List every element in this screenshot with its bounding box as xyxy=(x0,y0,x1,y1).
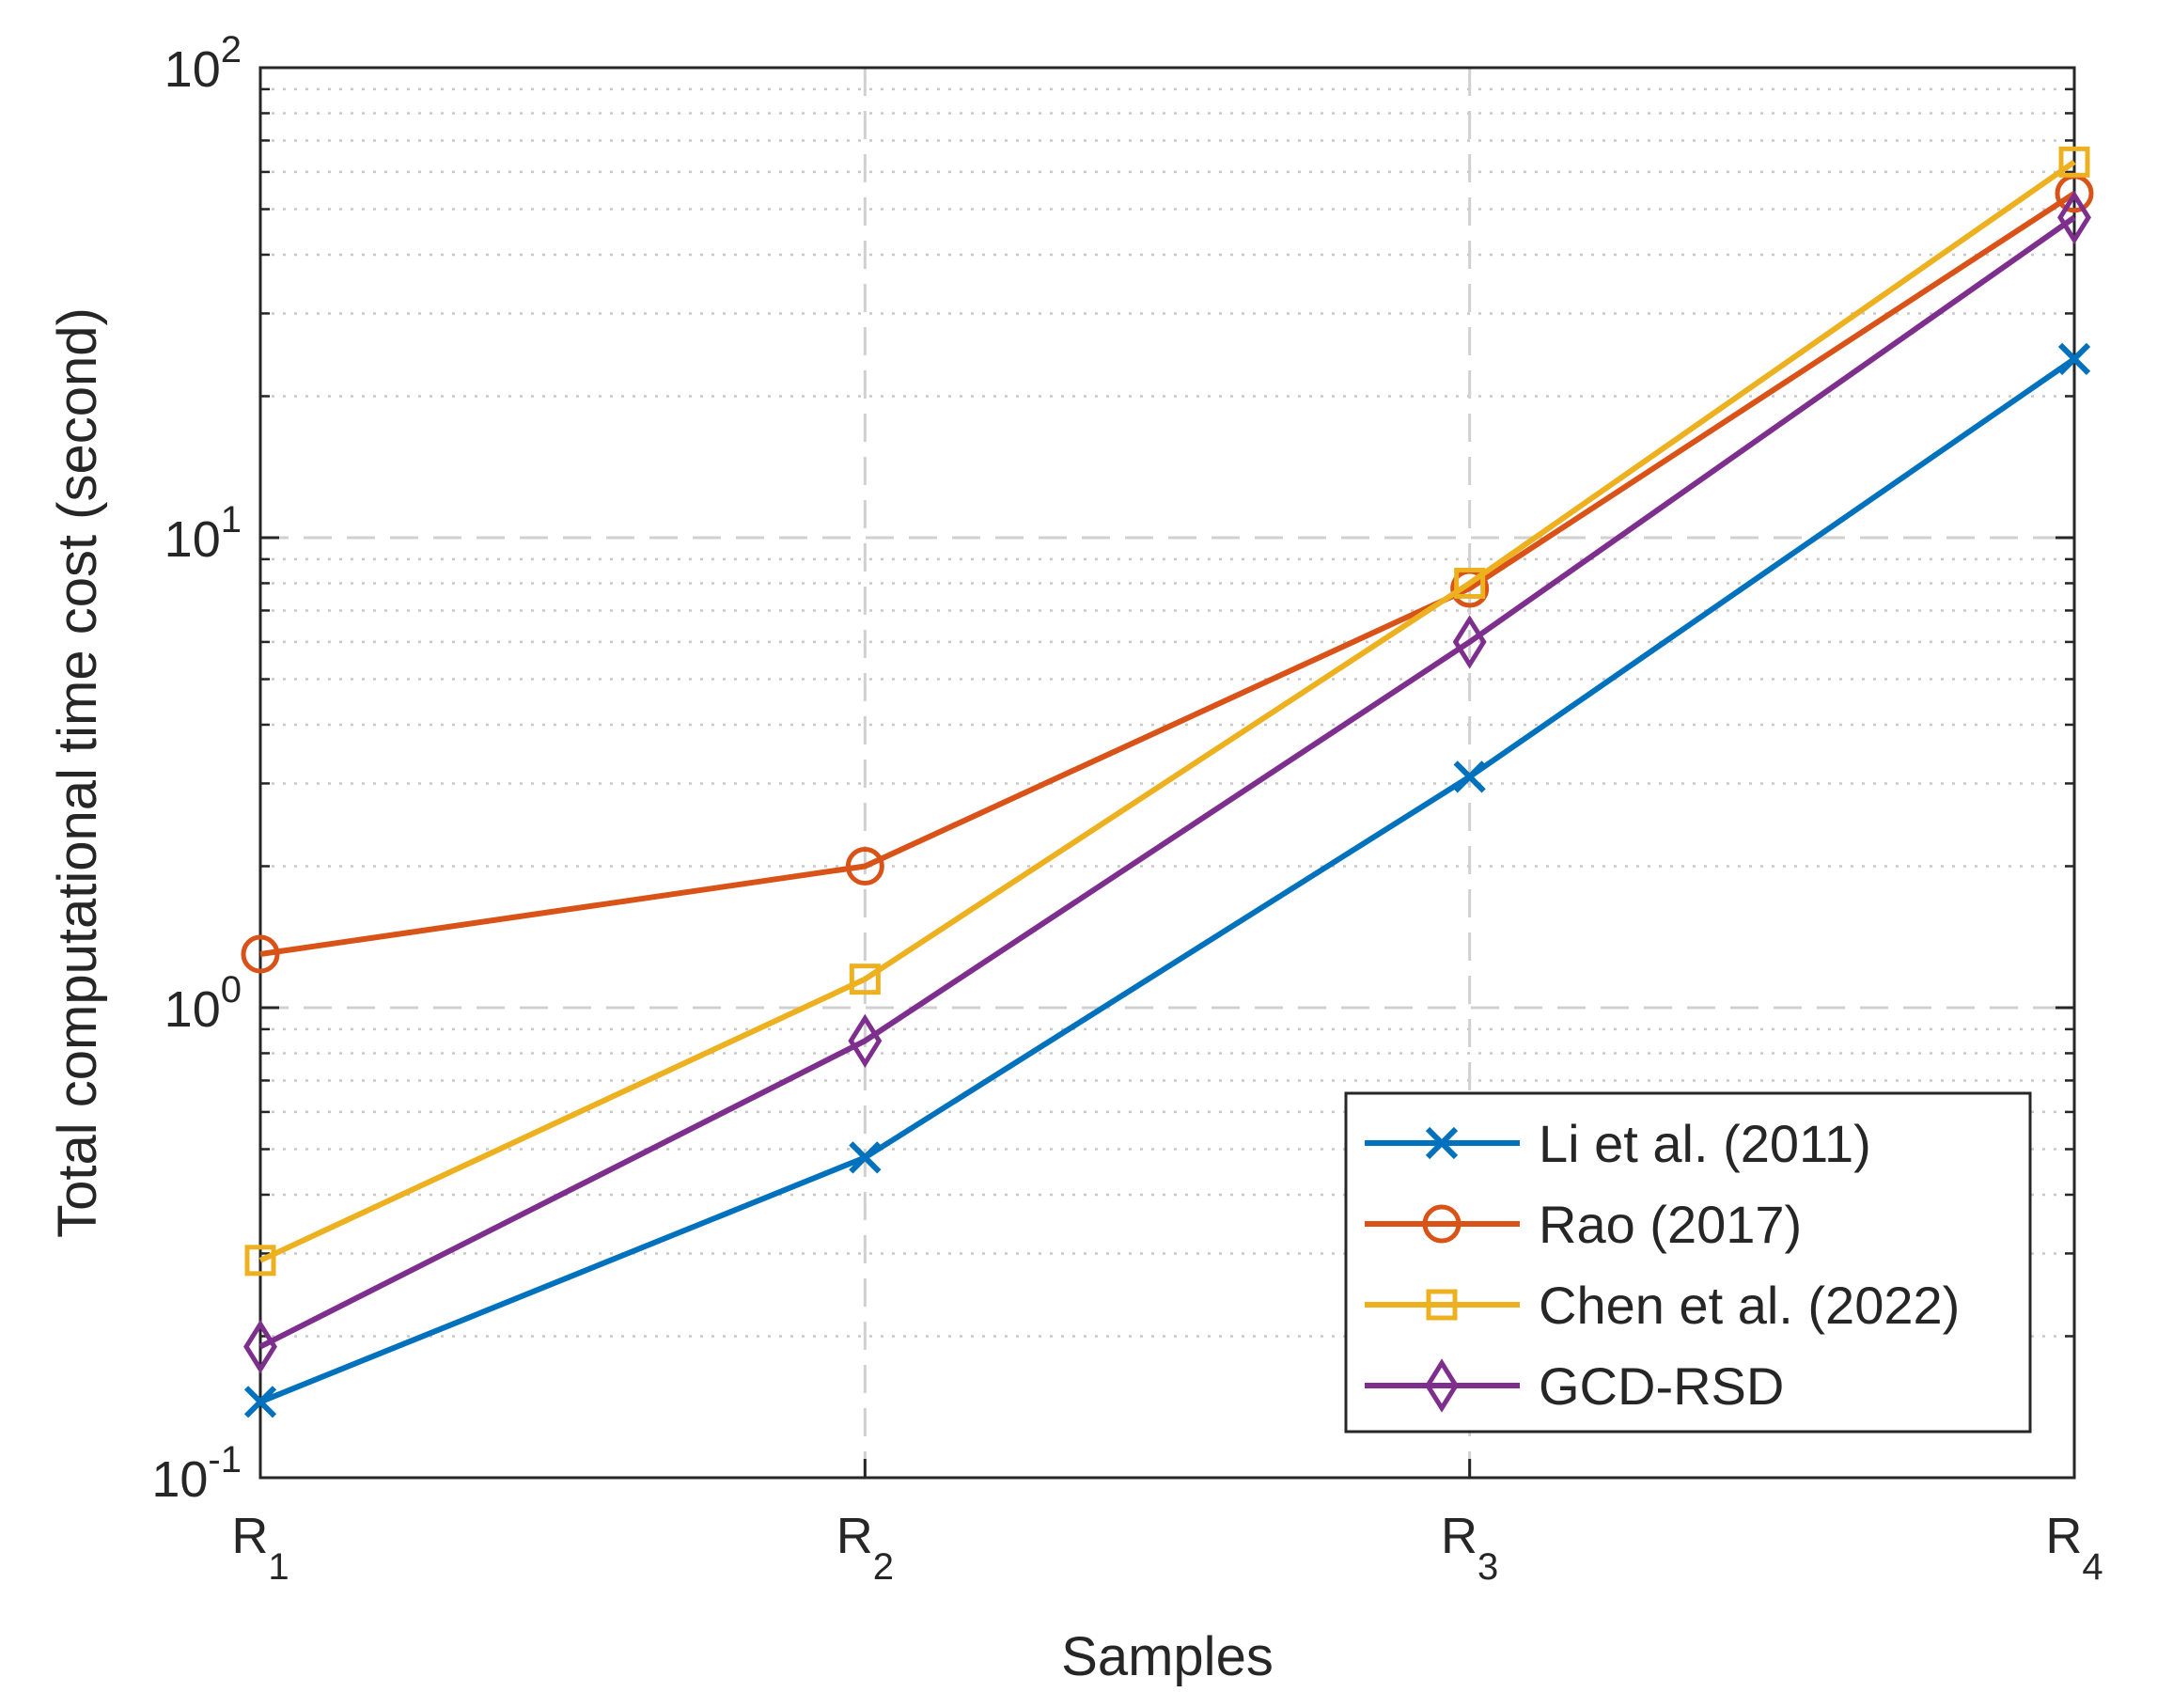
data-point xyxy=(848,1013,883,1069)
data-point xyxy=(241,934,280,974)
legend-label: Li et al. (2011) xyxy=(1539,1114,1871,1173)
x-tick-label: R1 xyxy=(231,1508,289,1588)
data-point xyxy=(845,846,884,885)
x-tick-label: R4 xyxy=(2045,1508,2103,1588)
axis-ticks: 10-1 100 101 102 R1 R2 R3 R4 xyxy=(151,29,2103,1588)
legend-marker xyxy=(1425,1358,1459,1413)
data-point xyxy=(243,1386,277,1418)
legend: Li et al. (2011) Rao (2017) Chen et al. (2… xyxy=(1344,1091,2032,1434)
series-3 xyxy=(243,190,2091,1374)
legend-entry: Li et al. (2011) xyxy=(1365,1114,1871,1173)
legend-marker xyxy=(1422,1204,1462,1244)
data-point xyxy=(2058,146,2090,178)
y-tick-label: 10-1 xyxy=(151,1439,242,1508)
legend-entry: GCD-RSD xyxy=(1365,1356,1784,1416)
data-point xyxy=(244,1245,276,1277)
legend-marker xyxy=(1425,1126,1459,1160)
data-point xyxy=(849,1141,882,1174)
series-layer xyxy=(241,146,2094,1418)
series-line xyxy=(258,214,2076,1350)
data-point xyxy=(1453,760,1486,793)
series-line xyxy=(259,191,2076,957)
legend-entry: Rao (2017) xyxy=(1365,1195,1802,1254)
legend-label: GCD-RSD xyxy=(1539,1356,1784,1416)
data-point xyxy=(2057,342,2091,376)
y-tick-label: 100 xyxy=(164,969,242,1038)
series-line xyxy=(258,356,2076,1405)
legend-marker xyxy=(1426,1289,1458,1321)
legend-label: Rao (2017) xyxy=(1539,1195,1802,1254)
x-tick-label: R2 xyxy=(836,1508,894,1588)
data-point xyxy=(2057,190,2091,245)
data-point xyxy=(243,1319,277,1374)
series-2 xyxy=(244,146,2090,1277)
y-tick-label: 101 xyxy=(164,499,242,568)
legend-box xyxy=(1344,1091,2032,1434)
y-axis-label: Total computational time cost (second) xyxy=(47,307,108,1238)
x-axis-label: Samples xyxy=(1061,1626,1274,1687)
x-tick-label: R3 xyxy=(1441,1508,1498,1588)
data-point xyxy=(1452,615,1487,669)
y-tick-label: 102 xyxy=(164,29,242,98)
data-point xyxy=(849,964,881,995)
series-line xyxy=(258,159,2076,1263)
legend-label: Chen et al. (2022) xyxy=(1539,1276,1960,1335)
plot-frame xyxy=(258,66,2076,1480)
legend-entry: Chen et al. (2022) xyxy=(1365,1276,1960,1335)
data-point xyxy=(1454,567,1486,599)
series-0 xyxy=(243,342,2091,1418)
